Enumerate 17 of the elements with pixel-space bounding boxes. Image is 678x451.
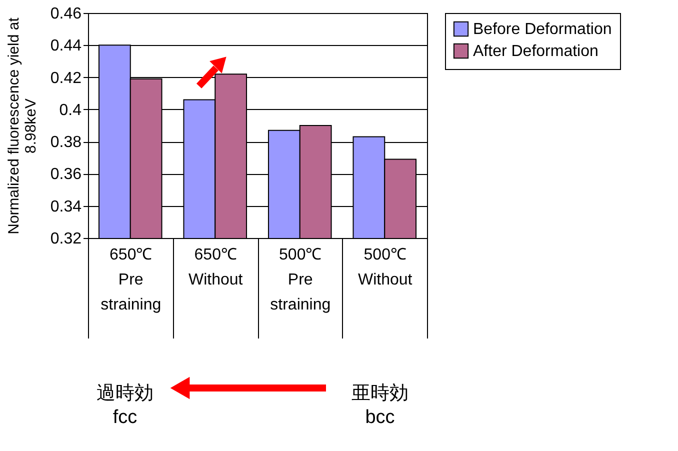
x-tick-label: 650℃ Without (188, 246, 244, 288)
text: 過時効 fcc (96, 383, 154, 428)
x-tick-label: 500℃ Without (358, 246, 413, 288)
y-tick-label: 0.4 (59, 102, 82, 119)
y-tick-label: 0.36 (50, 166, 82, 184)
x-tick-label: 500℃ Pre straining (270, 246, 331, 314)
y-tick-label: 0.38 (50, 134, 82, 152)
legend-label: After Deformation (473, 43, 598, 60)
y-tick-label: 0.42 (50, 70, 82, 87)
text: 亜時効 bcc (352, 383, 408, 428)
y-tick-label: 0.46 (50, 6, 82, 22)
y-tick-label: 0.44 (50, 38, 82, 55)
y-tick-label: 0.32 (50, 230, 82, 248)
y-axis-title: Normalized fluorescence yield at 8.98keV (5, 16, 40, 234)
legend-label: Before Deformation (473, 21, 612, 38)
y-tick-label: 0.34 (50, 198, 82, 216)
x-tick-label: 650℃ Pre straining (100, 246, 162, 314)
